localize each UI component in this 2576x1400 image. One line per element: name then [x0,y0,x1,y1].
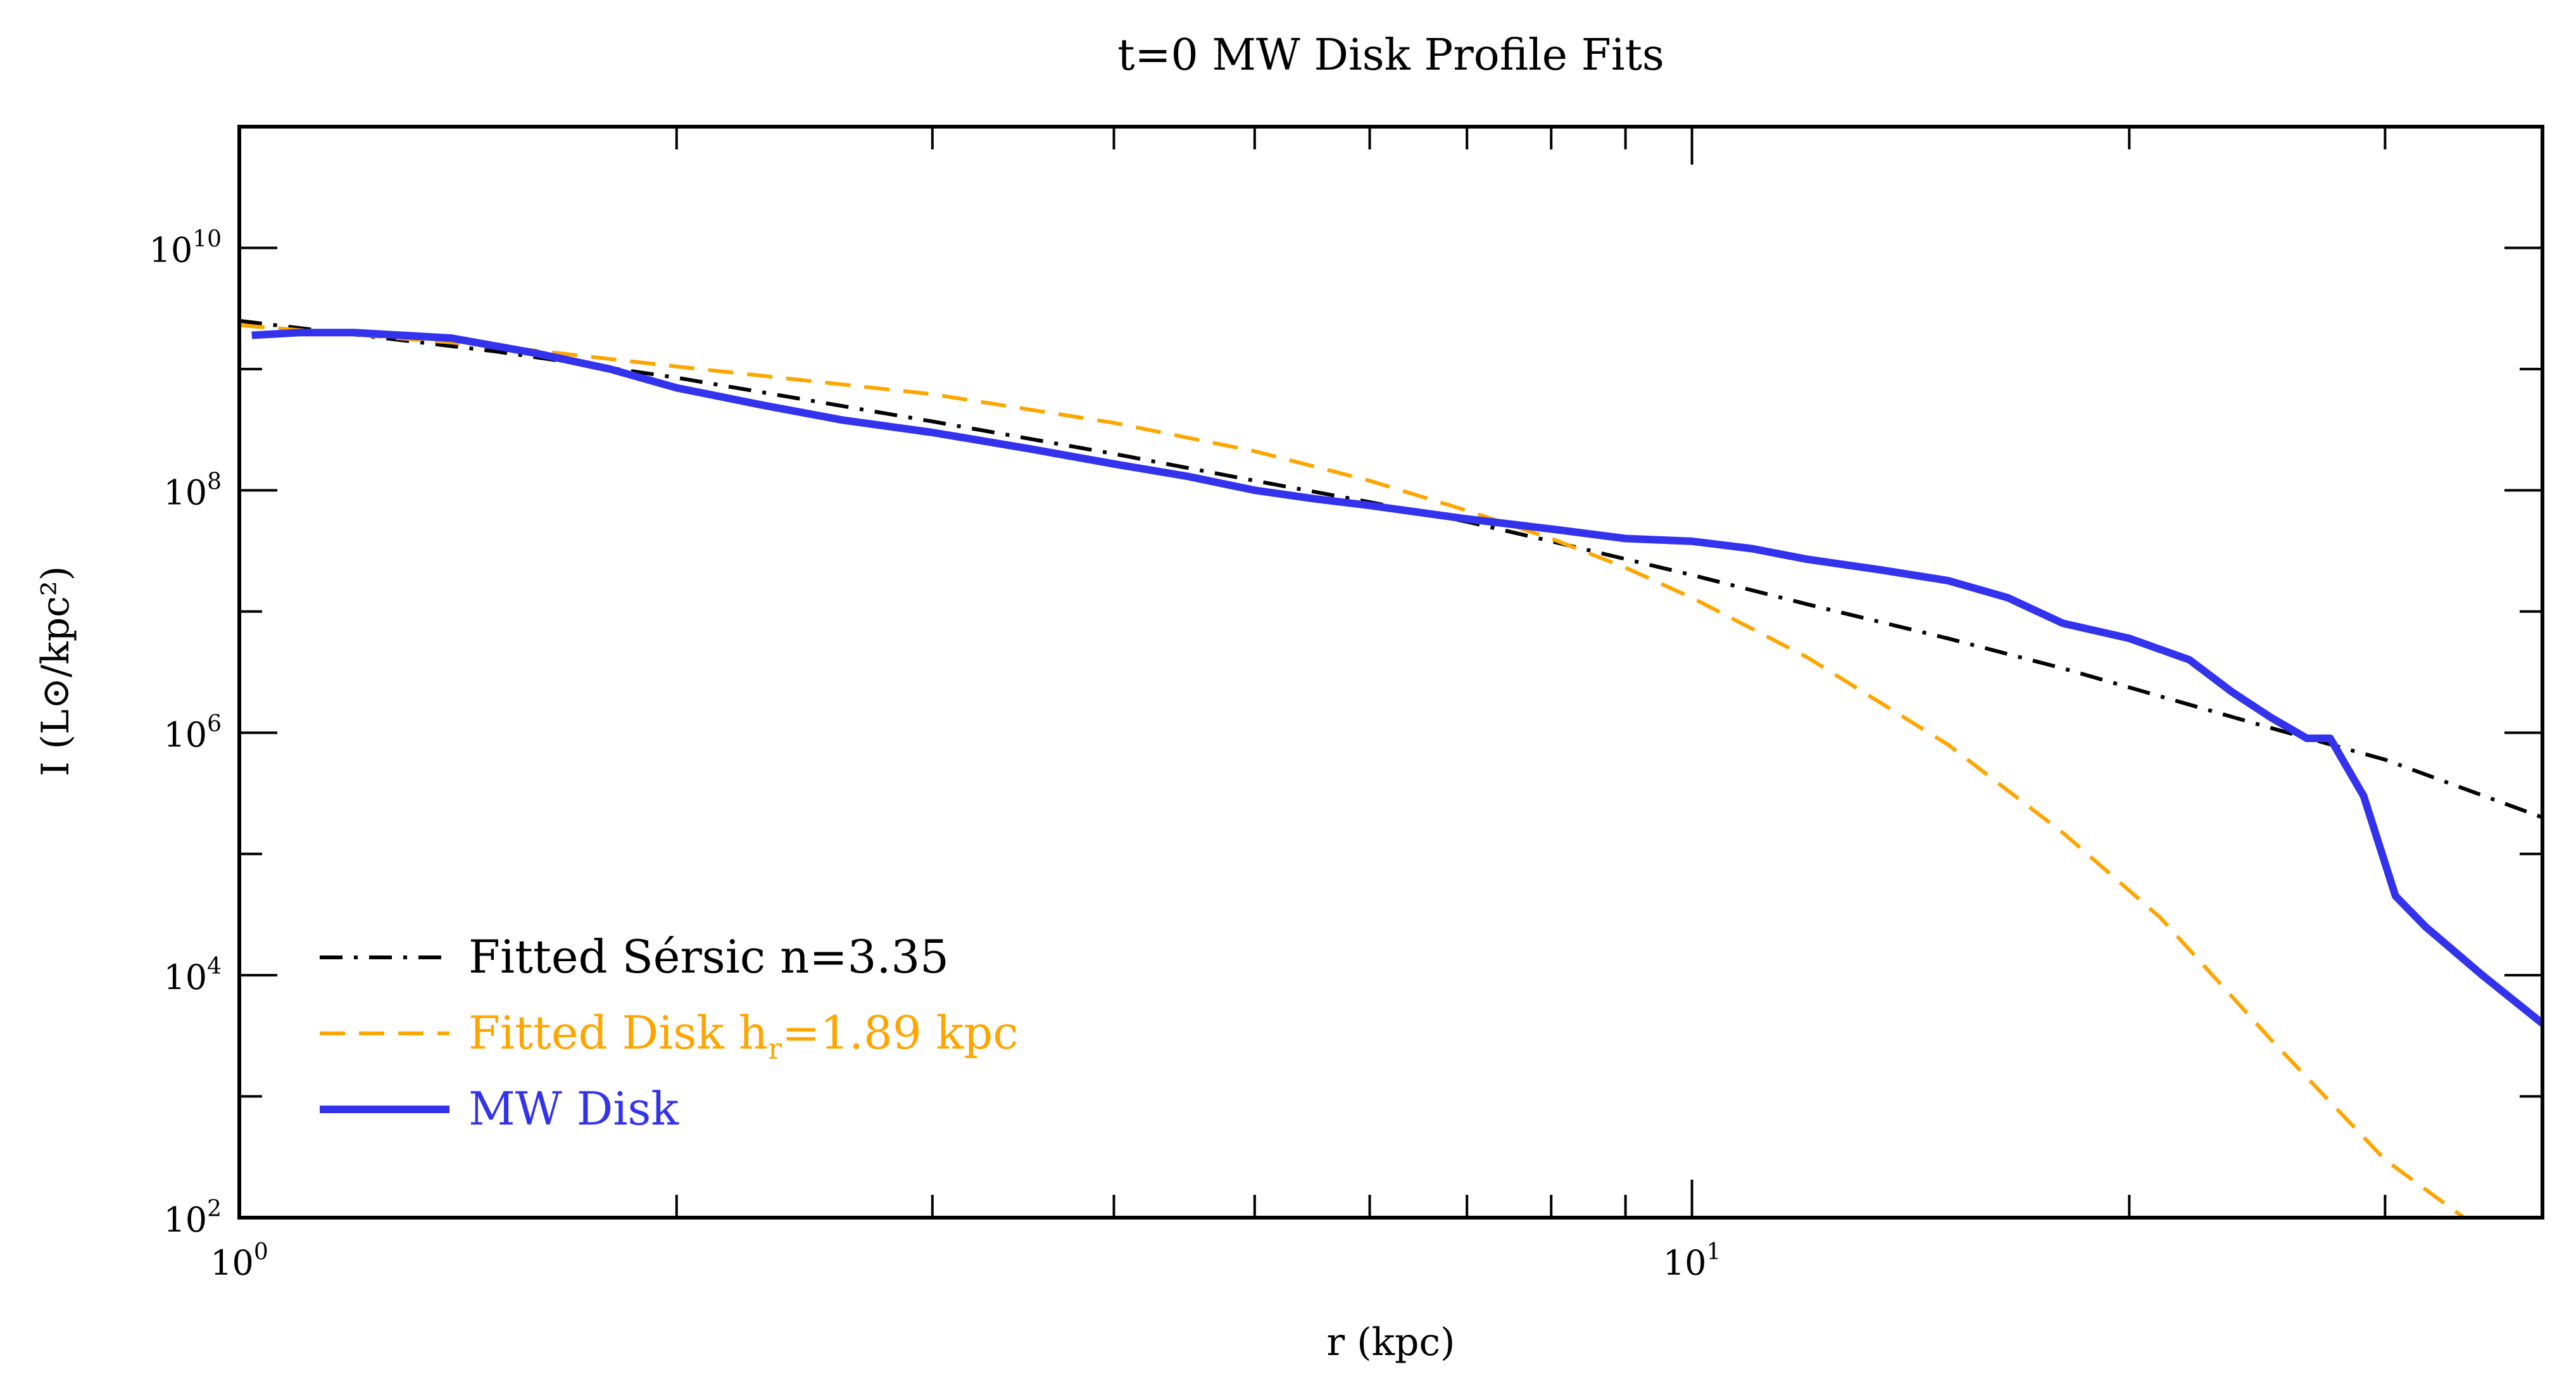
x-axis-label: r (kpc) [1327,1320,1455,1365]
y-tick-label: 1010 [149,226,222,270]
legend-label-3: MW Disk [468,1082,679,1135]
axis-ticks: 100 101 102 104 106 108 1010 [149,125,2542,1283]
legend-label-1: Fitted Sérsic n=3.35 [468,930,949,983]
y-tick-label: 104 [163,954,222,997]
legend: Fitted Sérsic n=3.35 Fitted Disk hr=1.89 … [320,930,1019,1135]
y-axis-label: I (L⊙/kpc²) [34,566,78,776]
chart-title: t=0 MW Disk Profile Fits [1117,30,1664,80]
series-line-2 [239,323,2467,1218]
y-tick-label: 102 [163,1196,222,1240]
x-tick-label: 100 [210,1239,268,1283]
series-line-3 [251,329,2542,1026]
plot-area [239,318,2542,1218]
x-tick-label: 101 [1663,1239,1721,1283]
y-tick-label: 106 [163,711,222,755]
plot-frame [237,125,2544,1220]
series-line-1 [239,318,2542,819]
y-tick-label: 108 [163,469,222,512]
legend-label-2: Fitted Disk hr=1.89 kpc [468,1006,1019,1066]
